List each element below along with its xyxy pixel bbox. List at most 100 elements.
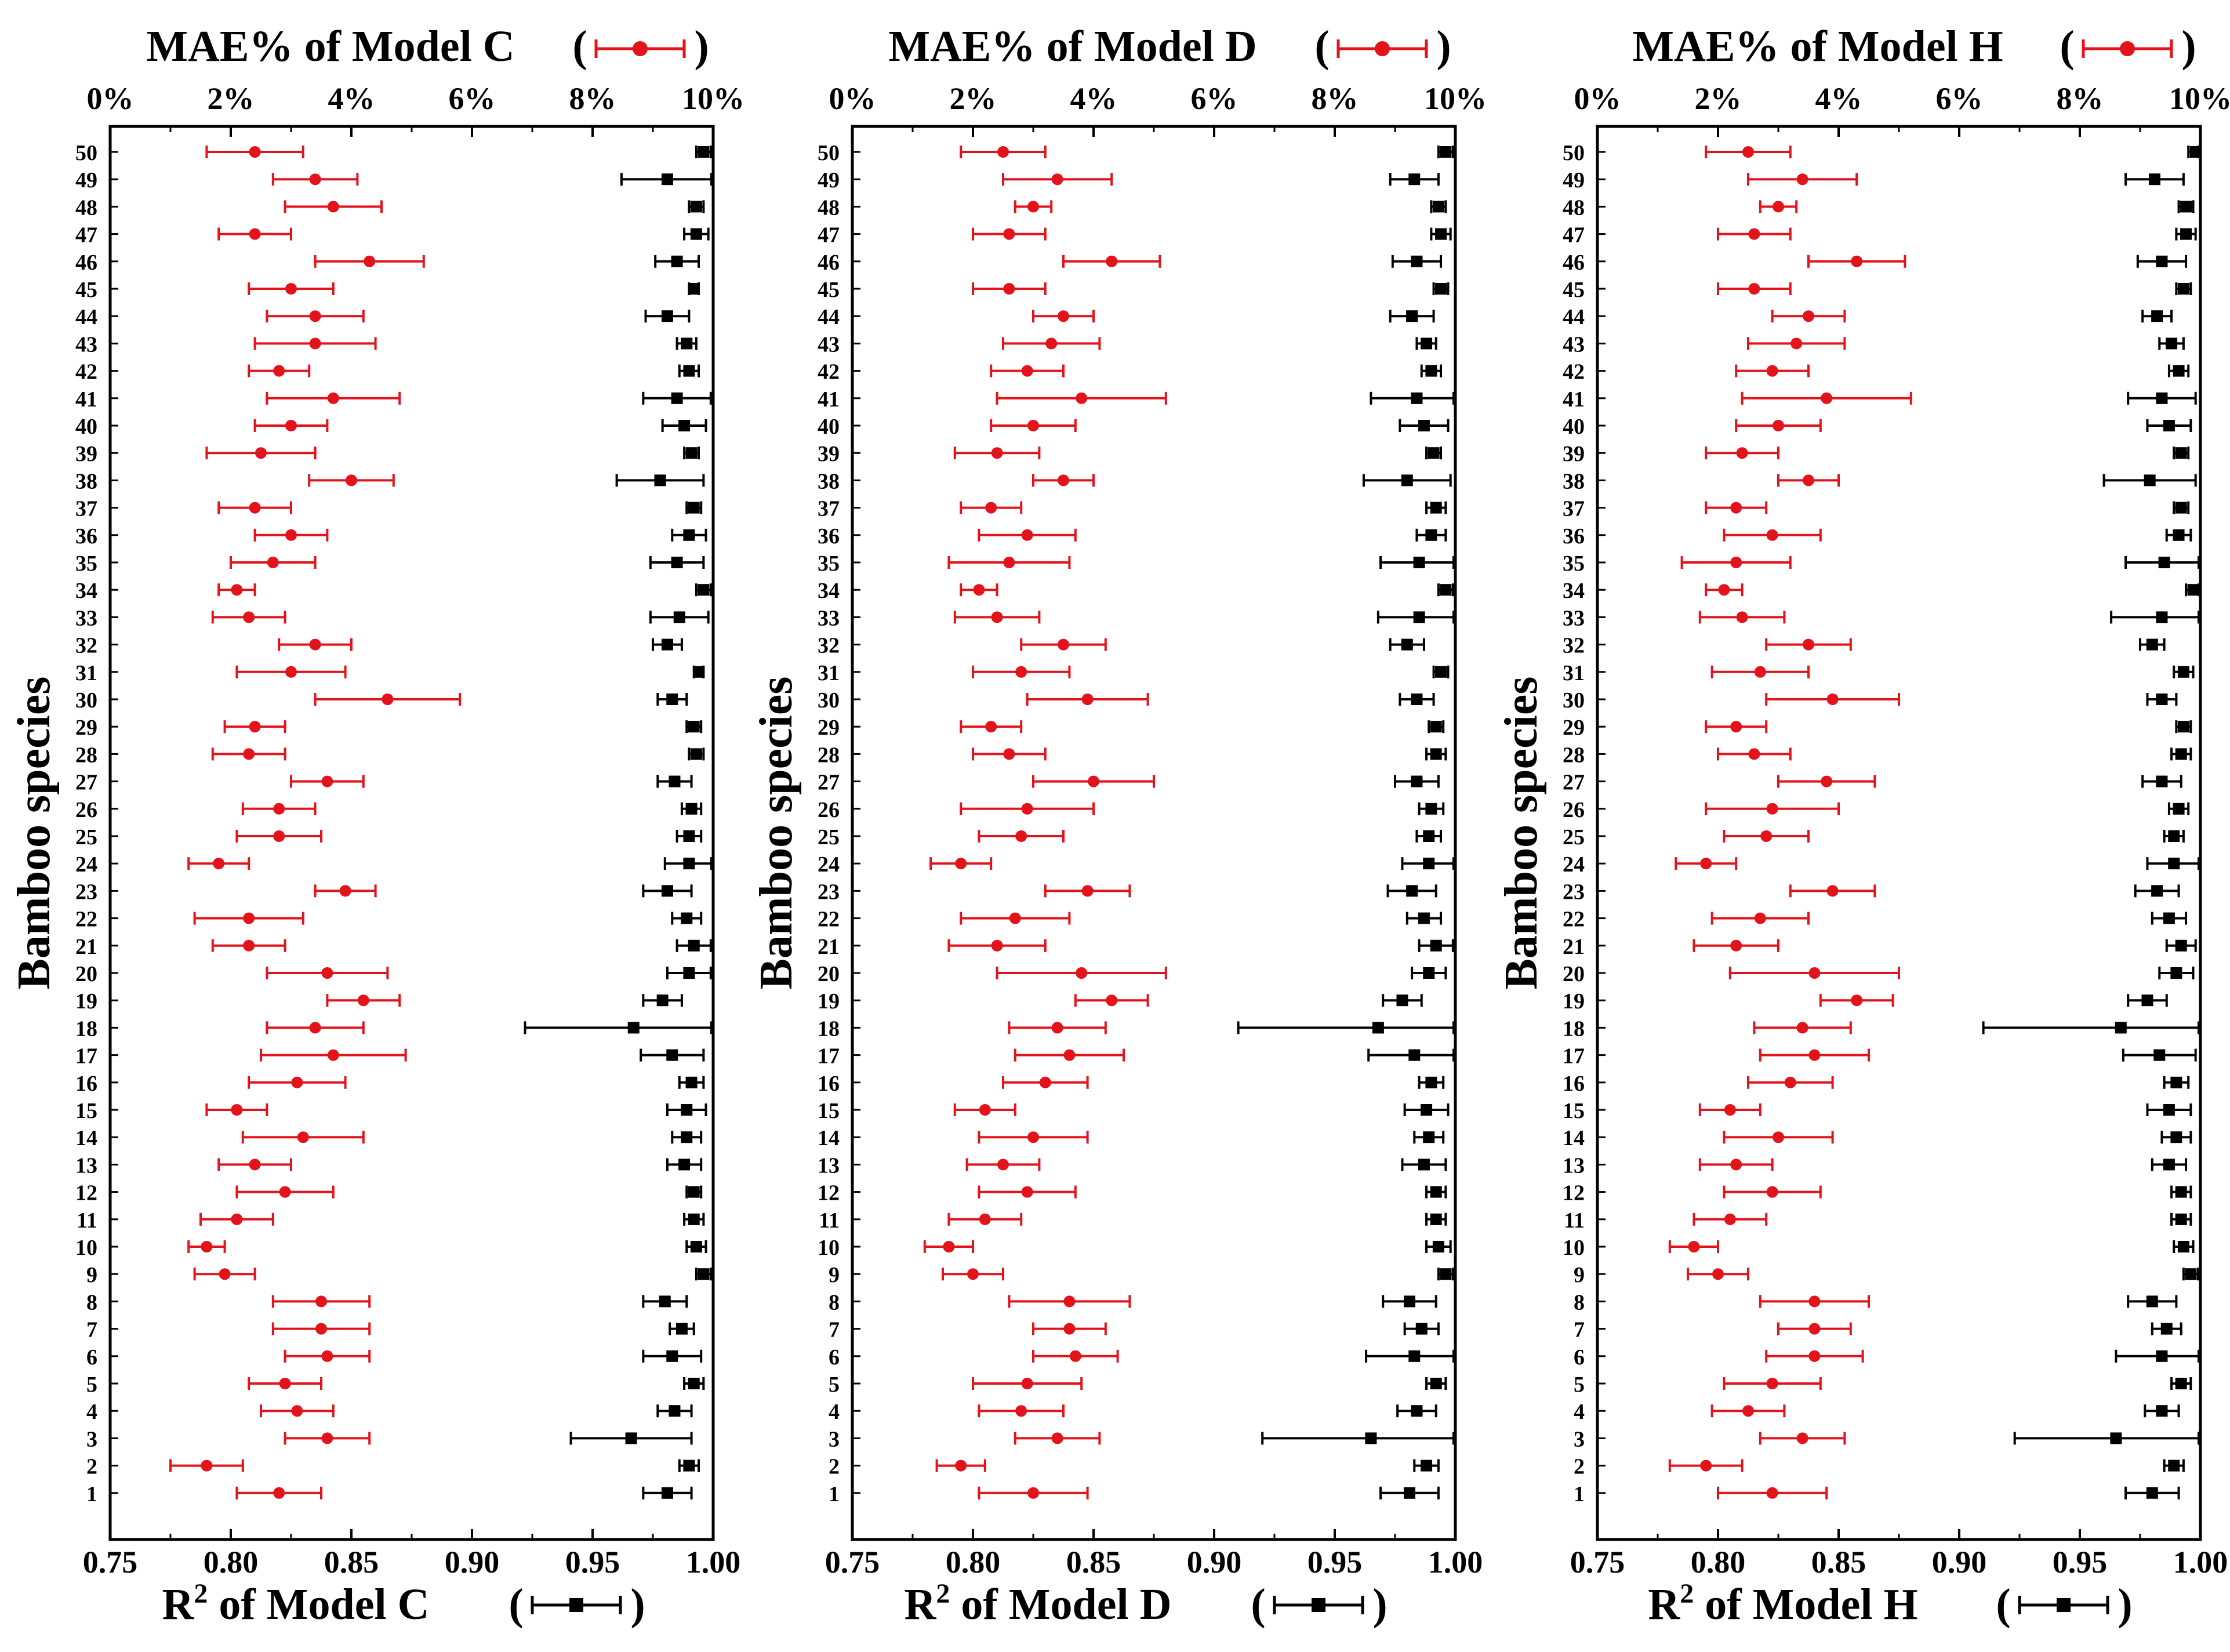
species-label: 46 (818, 250, 840, 275)
species-label: 6 (86, 1345, 97, 1370)
r2-point (2175, 447, 2187, 459)
species-label: 2 (1574, 1455, 1585, 1479)
r2-point (2177, 721, 2189, 733)
y-axis-title: Bamboo species (1496, 677, 1547, 990)
r2-point (698, 1268, 710, 1280)
r2-point (661, 173, 673, 186)
r2-point (685, 1076, 698, 1088)
r2-point (2170, 1131, 2182, 1143)
mae-point (315, 1295, 327, 1308)
r2-point (671, 557, 683, 568)
r2-point (661, 885, 673, 897)
r2-point (1401, 474, 1413, 486)
r2-point (1435, 666, 1447, 678)
r2-point (688, 1186, 700, 1198)
top-tick-label: 2% (950, 81, 997, 116)
bottom-tick-label: 0.90 (1932, 1545, 1987, 1580)
bottom-tick-label: 0.80 (204, 1545, 259, 1580)
r2-point (2173, 365, 2185, 377)
mae-point (1700, 858, 1712, 870)
mae-point (321, 1350, 333, 1362)
mae-point (1760, 830, 1773, 842)
species-label: 50 (1563, 141, 1585, 165)
species-label: 30 (818, 688, 840, 713)
mae-point (291, 1405, 303, 1417)
legend-paren-open: ( (1314, 22, 1329, 71)
bottom-axis-title: R2 of Model D (905, 1578, 1172, 1629)
r2-point (2156, 1350, 2168, 1362)
mae-point (1773, 420, 1784, 431)
species-label: 42 (75, 360, 97, 384)
species-label: 37 (1563, 497, 1585, 521)
species-label: 46 (75, 250, 97, 275)
mae-point (1015, 666, 1027, 678)
mae-point (1009, 912, 1021, 924)
r2-point (2146, 1295, 2158, 1308)
r2-point (2151, 885, 2163, 897)
species-label: 10 (818, 1236, 840, 1260)
r2-point (2156, 611, 2168, 623)
r2-point (2141, 994, 2153, 1007)
mae-point (364, 255, 376, 267)
r2-point (1440, 1268, 1452, 1280)
mae-point (1058, 638, 1069, 651)
mae-point (1027, 1131, 1039, 1143)
species-label: 32 (1563, 634, 1585, 658)
panel-1: 0% 2% 4% 6% 8% 10%0.75 0.80 0.85 0.90 0.95 1.00123… (9, 22, 744, 1629)
species-label: 40 (75, 415, 97, 439)
mae-point (991, 939, 1003, 952)
species-label: 45 (75, 278, 97, 302)
species-label: 39 (818, 442, 840, 466)
species-label: 43 (818, 332, 840, 357)
r2-point (685, 803, 698, 815)
species-label: 40 (1563, 415, 1585, 439)
species-label: 43 (75, 332, 97, 357)
species-label: 9 (1574, 1263, 1585, 1287)
r2-point (1396, 994, 1408, 1007)
r2-point (2173, 803, 2185, 815)
species-label: 24 (75, 852, 97, 877)
r2-point (683, 967, 695, 979)
mae-point (1051, 1022, 1063, 1034)
species-label: 45 (818, 278, 840, 302)
mae-point (1748, 228, 1760, 240)
mae-point (1742, 146, 1754, 158)
species-label: 37 (75, 497, 97, 521)
r2-point (1425, 529, 1437, 541)
mae-point (279, 1378, 291, 1389)
species-label: 32 (75, 634, 97, 658)
mae-point (943, 1241, 955, 1252)
species-label: 23 (75, 880, 97, 904)
r2-point (678, 1159, 691, 1171)
mae-point (297, 1131, 309, 1143)
legend-paren-open-bottom: ( (1996, 1580, 2010, 1629)
top-tick-label: 8% (2057, 81, 2104, 116)
mae-point (1003, 228, 1015, 240)
r2-point (690, 201, 702, 213)
species-label: 12 (818, 1181, 840, 1206)
mae-point (1058, 310, 1069, 322)
mae-point (1730, 721, 1742, 733)
r2-point (673, 611, 685, 623)
mae-point (339, 885, 351, 897)
mae-point (1766, 803, 1778, 815)
mae-point (1063, 1049, 1076, 1061)
r2-point (2163, 1159, 2175, 1171)
mae-point (1730, 939, 1742, 952)
r2-point (2175, 748, 2187, 760)
mae-point (1051, 1432, 1063, 1444)
mae-point (1808, 1350, 1821, 1362)
r2-point (1421, 1104, 1433, 1116)
mae-point (1021, 803, 1033, 815)
species-label: 7 (829, 1318, 840, 1342)
species-label: 26 (75, 798, 97, 822)
mae-point (1808, 1295, 1821, 1308)
species-label: 24 (818, 852, 840, 877)
r2-point (656, 994, 669, 1007)
r2-point (2175, 939, 2187, 952)
r2-point (1432, 1241, 1444, 1252)
species-label: 6 (829, 1345, 840, 1370)
r2-point (683, 1459, 695, 1472)
mae-point (231, 1213, 243, 1225)
mae-point (1730, 1159, 1742, 1171)
